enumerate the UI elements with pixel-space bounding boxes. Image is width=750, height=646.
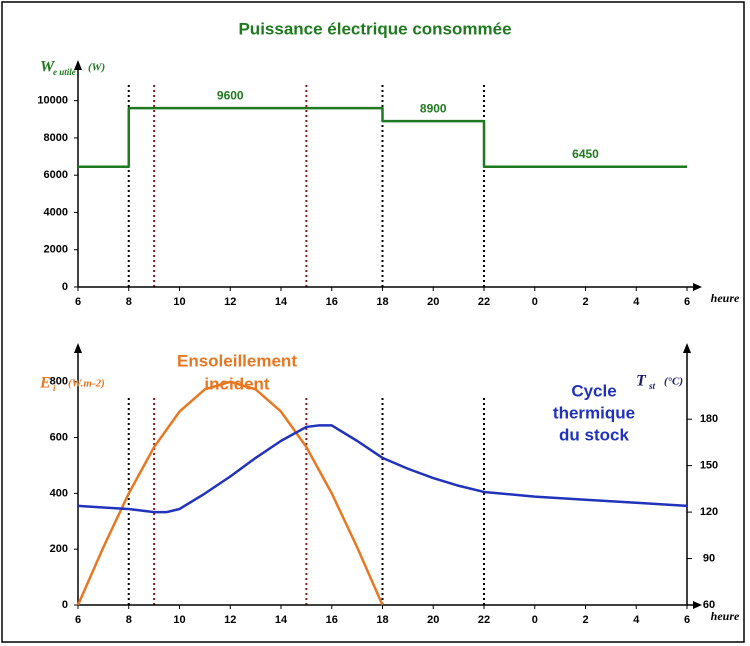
- x-tick-label: 8: [126, 614, 132, 626]
- series-label: Ensoleillement: [177, 351, 297, 370]
- y-tick-label: 800: [50, 376, 68, 388]
- x-tick-label: 0: [532, 296, 538, 308]
- x-tick-label: 16: [326, 296, 338, 308]
- series-line: [78, 106, 687, 169]
- x-tick-label: 2: [582, 614, 588, 626]
- y2-tick-label: 60: [703, 599, 715, 611]
- x-tick-label: 18: [376, 296, 388, 308]
- y2-tick-label: 90: [703, 552, 715, 564]
- axis-label: T: [636, 373, 647, 390]
- x-axis-label: heure: [711, 291, 740, 305]
- x-tick-label: 20: [427, 296, 439, 308]
- x-tick-label: 14: [275, 296, 288, 308]
- y-axis-arrow: [74, 60, 82, 70]
- x-tick-label: 4: [633, 296, 640, 308]
- y-tick-label: 10000: [37, 95, 68, 107]
- axis-label-sub: i: [53, 383, 56, 393]
- x-axis-arrow: [693, 601, 702, 609]
- data-label: 9600: [217, 88, 244, 102]
- x-tick-label: 12: [224, 296, 236, 308]
- x-tick-label: 18: [376, 614, 388, 626]
- y-tick-label: 2000: [44, 244, 68, 256]
- x-tick-label: 14: [275, 614, 288, 626]
- x-tick-label: 6: [75, 614, 81, 626]
- y2-tick-label: 150: [700, 460, 718, 472]
- x-tick-label: 20: [427, 614, 439, 626]
- x-axis-label: heure: [711, 609, 740, 623]
- data-label: 6450: [572, 147, 599, 161]
- data-label: 8900: [420, 101, 447, 115]
- x-tick-label: 12: [224, 614, 236, 626]
- axis-label: W: [40, 59, 56, 76]
- y-tick-label: 400: [50, 487, 68, 499]
- y-tick-label: 200: [50, 543, 68, 555]
- series-label: du stock: [559, 425, 629, 444]
- y2-tick-label: 120: [700, 506, 718, 518]
- chart-title: Puissance électrique consommée: [238, 19, 511, 38]
- axis-label-unit: (W.m-2): [68, 378, 105, 390]
- y-tick-label: 0: [62, 599, 68, 611]
- axis-label: E: [39, 375, 51, 392]
- x-tick-label: 10: [173, 614, 185, 626]
- axis-label-unit: (°C): [664, 376, 683, 388]
- axis-label-unit: (W): [88, 62, 105, 74]
- y-tick-label: 4000: [44, 206, 68, 218]
- axis-label-sub: st: [648, 381, 656, 391]
- x-tick-label: 6: [684, 614, 690, 626]
- x-tick-label: 6: [684, 296, 690, 308]
- y2-axis-arrow: [683, 343, 691, 353]
- x-tick-label: 10: [173, 296, 185, 308]
- x-tick-label: 6: [75, 296, 81, 308]
- series-label: incident: [204, 374, 270, 393]
- axis-label-sub: e utile: [53, 67, 76, 77]
- x-tick-label: 22: [478, 614, 490, 626]
- y2-tick-label: 180: [700, 413, 718, 425]
- y-tick-label: 0: [62, 281, 68, 293]
- series-line: [76, 380, 384, 606]
- x-tick-label: 0: [532, 614, 538, 626]
- series-label: Cycle: [571, 381, 616, 400]
- x-axis-arrow: [693, 283, 702, 291]
- y-tick-label: 6000: [44, 169, 68, 181]
- series-label: thermique: [553, 403, 635, 422]
- series-line: [77, 424, 688, 514]
- x-tick-label: 8: [126, 296, 132, 308]
- y-axis-arrow: [74, 343, 82, 353]
- y-tick-label: 8000: [44, 132, 68, 144]
- y-tick-label: 600: [50, 431, 68, 443]
- x-tick-label: 4: [633, 614, 640, 626]
- x-tick-label: 16: [326, 614, 338, 626]
- x-tick-label: 2: [582, 296, 588, 308]
- x-tick-label: 22: [478, 296, 490, 308]
